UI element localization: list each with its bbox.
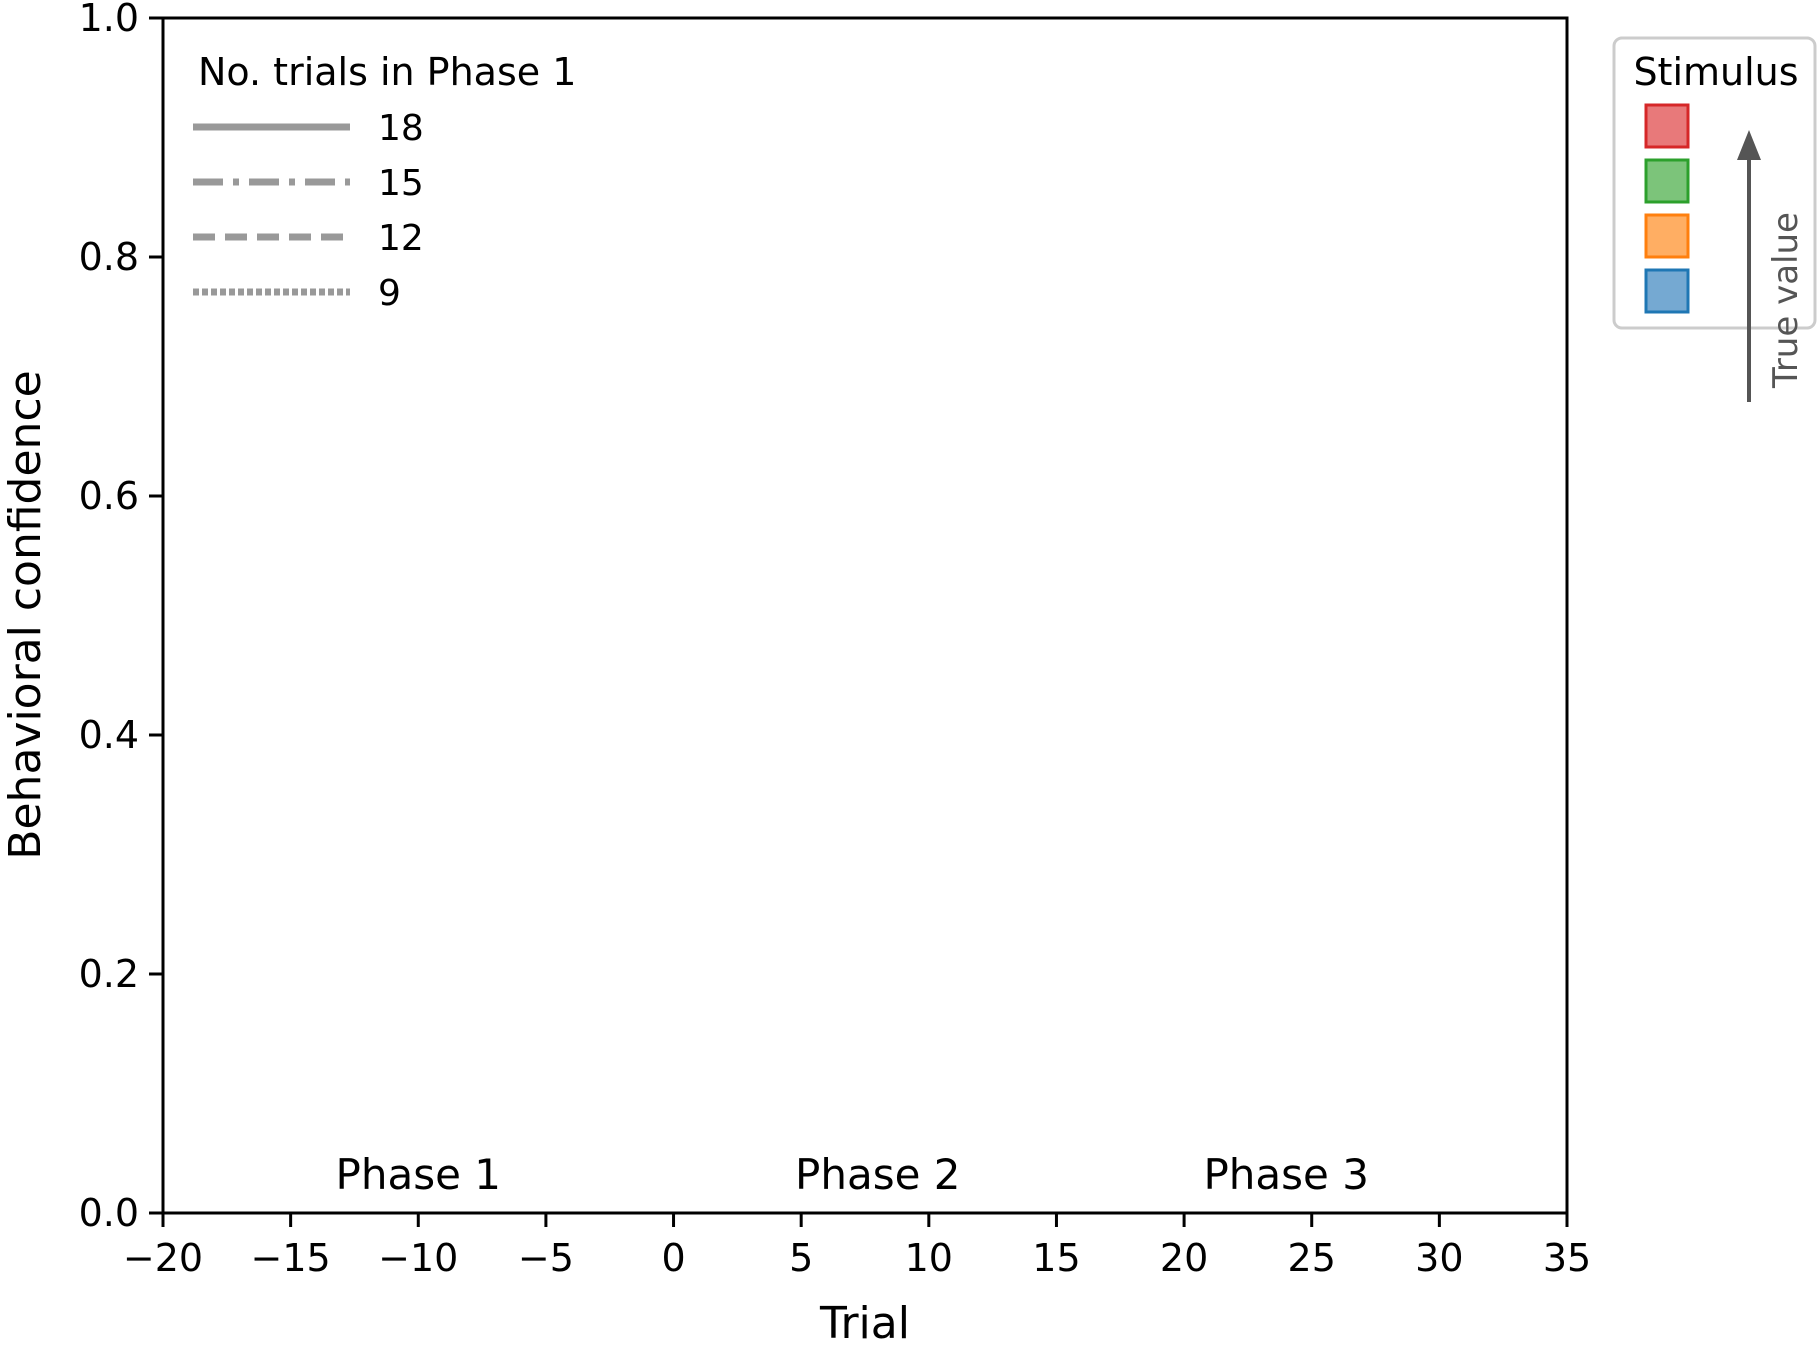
y-axis-ticks: 0.0 0.2 0.4 0.6 0.8 1.0 [79, 0, 163, 1235]
linestyle-legend-label: 15 [378, 163, 424, 204]
phase-annotations: Phase 1 Phase 2 Phase 3 [336, 1150, 1369, 1199]
linestyle-legend: No. trials in Phase 1 18 15 12 9 [193, 50, 576, 314]
stimulus-color-swatch [1644, 103, 1690, 149]
linestyle-legend-label: 12 [378, 218, 424, 259]
x-tick-label: −10 [378, 1236, 458, 1280]
y-tick-label: 0.2 [79, 952, 139, 996]
y-tick-label: 0.4 [79, 713, 139, 757]
linestyle-legend-label: 18 [378, 108, 424, 149]
y-axis-label: Behavioral confidence [0, 370, 51, 859]
x-tick-label: 0 [661, 1236, 685, 1280]
y-tick-label: 1.0 [79, 0, 139, 40]
x-tick-label: 25 [1288, 1236, 1336, 1280]
stimulus-color-swatch [1644, 213, 1690, 259]
x-tick-label: 35 [1543, 1236, 1591, 1280]
x-tick-label: −15 [251, 1236, 331, 1280]
y-tick-label: 0.0 [79, 1191, 139, 1235]
x-axis-label: Trial [819, 1298, 910, 1349]
x-tick-label: −5 [518, 1236, 574, 1280]
true-value-arrow-head [1737, 130, 1761, 160]
phase-label: Phase 2 [795, 1150, 960, 1199]
x-axis-ticks: −20 −15 −10 −5 0 5 10 15 20 25 30 35 [123, 1213, 1591, 1280]
plot-area [161, 16, 1569, 1215]
linestyle-legend-label: 9 [378, 273, 401, 314]
y-tick-label: 0.6 [79, 474, 139, 518]
x-tick-label: −20 [123, 1236, 203, 1280]
stimulus-color-swatch [1644, 268, 1690, 314]
x-tick-label: 10 [905, 1236, 953, 1280]
color-legend: Stimulus True value [1612, 36, 1817, 402]
y-tick-label: 0.8 [79, 235, 139, 279]
x-tick-label: 20 [1160, 1236, 1208, 1280]
x-tick-label: 5 [789, 1236, 813, 1280]
phase-label: Phase 1 [336, 1150, 501, 1199]
true-value-arrow-label: True value [1766, 212, 1806, 389]
linestyle-legend-title: No. trials in Phase 1 [198, 50, 576, 94]
color-legend-title: Stimulus [1633, 50, 1798, 94]
phase-label: Phase 3 [1203, 1150, 1368, 1199]
x-tick-label: 15 [1032, 1236, 1080, 1280]
stimulus-color-swatch [1644, 158, 1690, 204]
x-tick-label: 30 [1415, 1236, 1463, 1280]
